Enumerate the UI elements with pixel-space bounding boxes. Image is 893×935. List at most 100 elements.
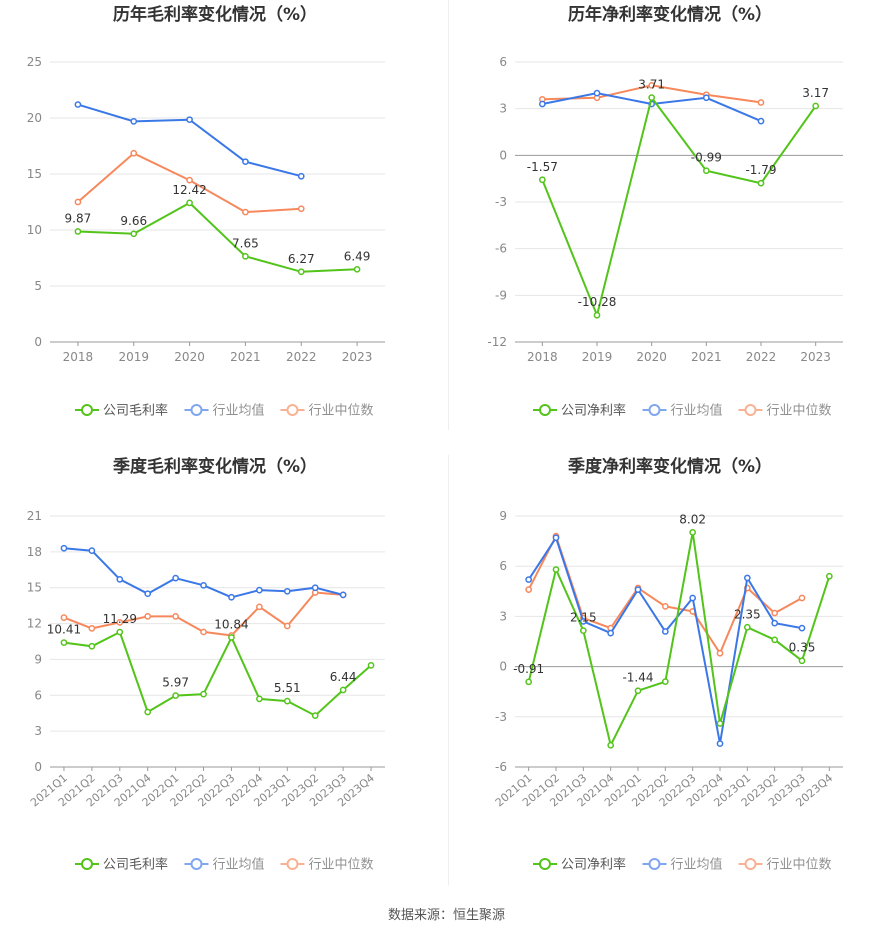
legend-marker — [286, 858, 299, 870]
legend-label: 公司毛利率 — [103, 857, 168, 873]
y-tick-label: 12 — [27, 617, 42, 631]
data-point — [60, 639, 68, 646]
legend-item: 行业中位数 — [738, 858, 832, 873]
x-tick-label: 2018 — [527, 350, 558, 364]
legend-item: 公司净利率 — [533, 403, 626, 419]
data-point — [661, 678, 669, 686]
data-point — [200, 581, 207, 589]
data-point — [634, 687, 642, 695]
legend-marker — [190, 404, 203, 416]
data-point — [648, 94, 656, 101]
series-line-公司净利率 — [541, 95, 817, 319]
y-tick-label: -3 — [495, 195, 507, 209]
x-tick-label: 2021 — [691, 350, 722, 364]
x-tick-label: 2019 — [118, 350, 149, 364]
data-label: 6.44 — [330, 670, 357, 684]
legend-marker — [190, 858, 203, 870]
y-tick-label: 25 — [27, 55, 42, 69]
data-point — [525, 586, 533, 593]
data-label: 10.41 — [47, 623, 81, 637]
chart-title: 历年毛利率变化情况（%） — [113, 4, 317, 25]
data-point — [130, 230, 138, 238]
data-point — [200, 690, 207, 698]
data-label: 2.35 — [734, 607, 761, 621]
data-point — [716, 720, 724, 727]
data-point — [689, 594, 697, 602]
chart-panel-1: 历年毛利率变化情况（%） 0 5 10 15 20 25 2018 2019 2020 2021 20… — [27, 4, 385, 419]
data-point — [186, 199, 193, 207]
data-point — [689, 529, 697, 536]
y-tick-label: 15 — [27, 581, 42, 595]
data-point — [743, 574, 751, 582]
data-point — [593, 311, 601, 319]
y-tick-label: 10 — [27, 223, 42, 237]
data-point — [825, 572, 833, 580]
data-point — [256, 695, 263, 703]
data-point — [538, 176, 546, 184]
data-point — [771, 619, 779, 627]
data-point — [661, 628, 669, 635]
data-point — [798, 657, 806, 665]
data-point — [130, 118, 138, 125]
y-tick-label: 6 — [499, 559, 507, 573]
x-tick-label: 2018 — [63, 350, 94, 364]
data-label: -1.44 — [622, 671, 653, 685]
data-label: 11.29 — [103, 612, 137, 626]
y-tick-label: 5 — [34, 279, 42, 293]
data-point — [757, 179, 765, 187]
x-tick-label: 2023 — [342, 350, 373, 364]
data-point — [367, 662, 375, 669]
data-point — [186, 176, 193, 184]
series-line-公司净利率 — [527, 532, 831, 749]
legend-marker — [539, 858, 551, 870]
data-point — [716, 740, 724, 747]
y-tick-label: 0 — [499, 660, 507, 674]
y-tick-label: 3 — [499, 102, 507, 116]
data-point — [283, 622, 291, 630]
y-tick-label: 0 — [499, 148, 507, 162]
data-point — [297, 205, 305, 213]
y-tick-label: 18 — [27, 545, 42, 559]
data-point — [60, 544, 68, 552]
data-point — [228, 634, 235, 641]
data-point — [186, 116, 193, 124]
y-tick-label: 3 — [34, 724, 42, 738]
data-point — [242, 208, 249, 216]
legend-marker — [81, 404, 93, 416]
data-point — [339, 686, 347, 694]
data-point — [116, 575, 124, 583]
data-label: -0.99 — [691, 151, 722, 165]
data-point — [88, 625, 96, 632]
legend-label: 行业均值 — [671, 403, 723, 419]
data-label: 6.49 — [344, 249, 371, 263]
series-line-公司毛利率 — [77, 201, 358, 273]
y-tick-label: -3 — [495, 710, 507, 724]
data-point — [144, 590, 152, 598]
legend-marker — [648, 404, 661, 416]
chart-panel-4: 季度净利率变化情况（%）-6-303692021Q12021Q22021Q320… — [493, 456, 843, 873]
vertical-divider-top — [448, 0, 449, 430]
legend-item: 行业中位数 — [738, 404, 832, 419]
y-tick-label: 15 — [27, 167, 42, 181]
x-tick-label: 2021 — [230, 350, 261, 364]
legend-label: 行业均值 — [213, 403, 265, 419]
legend-label: 行业中位数 — [767, 404, 832, 419]
data-point — [552, 534, 560, 542]
data-point — [353, 265, 361, 273]
data-point — [60, 614, 68, 621]
data-label: 6.27 — [288, 252, 315, 266]
data-point — [311, 712, 319, 719]
series-line-行业均值 — [63, 547, 344, 599]
data-label: 7.65 — [232, 236, 259, 250]
y-tick-label: 6 — [499, 55, 507, 69]
x-tick-label: 2019 — [582, 350, 613, 364]
x-tick-label: 2023 — [800, 350, 831, 364]
legend-item: 公司毛利率 — [75, 857, 168, 873]
y-tick-label: 9 — [34, 652, 42, 666]
legend-item: 行业均值 — [184, 403, 265, 419]
data-point — [552, 566, 560, 573]
data-point — [538, 100, 546, 108]
series-line-公司毛利率 — [63, 630, 372, 717]
data-label: 0.35 — [789, 641, 816, 655]
